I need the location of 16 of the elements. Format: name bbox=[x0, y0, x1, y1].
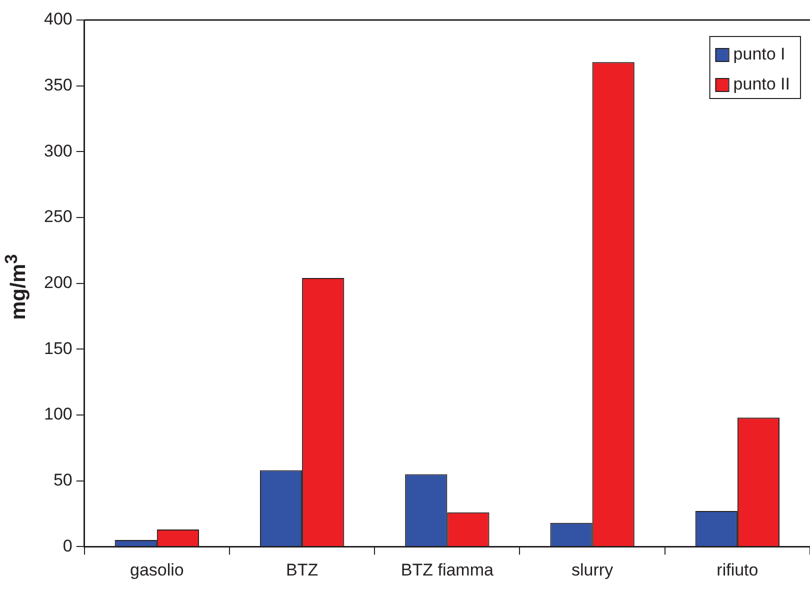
y-tick-label: 400 bbox=[44, 10, 72, 29]
x-tick-label: BTZ bbox=[286, 560, 318, 580]
y-tick-label: 100 bbox=[44, 404, 72, 424]
y-tick-label: 300 bbox=[44, 141, 72, 160]
y-tick-label: 50 bbox=[53, 470, 72, 490]
y-tick-label: 200 bbox=[44, 272, 72, 292]
y-tick-label: 250 bbox=[44, 207, 72, 226]
legend-label: punto I bbox=[733, 44, 786, 64]
legend-label: punto II bbox=[733, 74, 790, 94]
y-tick-label: 150 bbox=[44, 338, 72, 358]
x-tick-label: BTZ fiamma bbox=[400, 560, 494, 580]
y-tick-label: 0 bbox=[62, 536, 72, 556]
x-tick-label: slurry bbox=[572, 560, 614, 580]
x-tick-label: rifiuto bbox=[716, 560, 758, 580]
y-tick-label: 350 bbox=[44, 76, 72, 95]
x-tick-label: gasolio bbox=[130, 560, 184, 580]
